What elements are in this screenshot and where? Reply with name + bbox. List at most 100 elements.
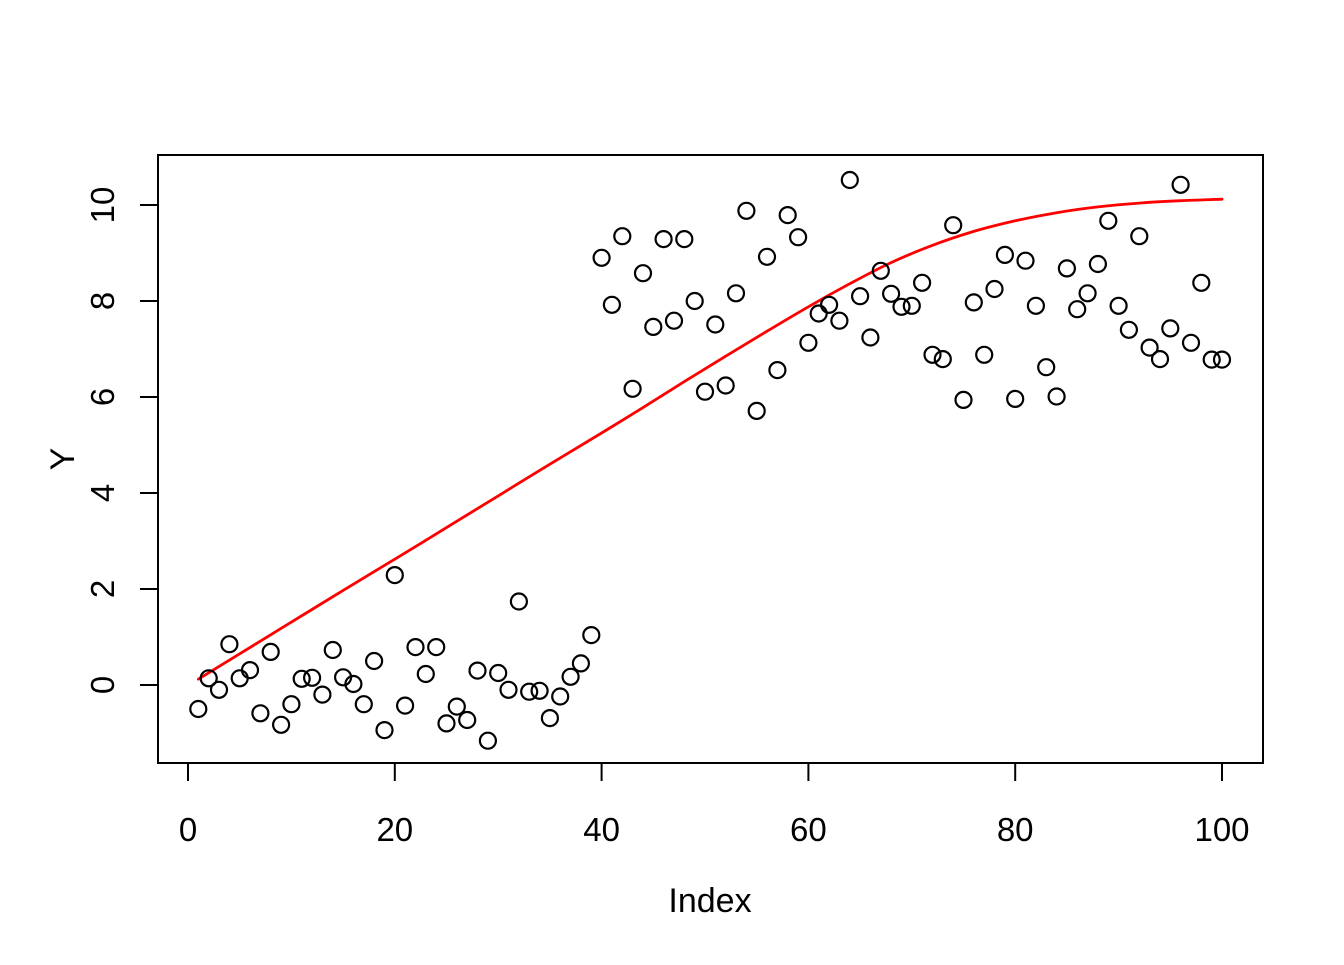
plot-box-border [157,154,1264,764]
scatter-points-layer [189,170,1232,750]
data-point [633,264,653,283]
x-tick-label: 0 [179,811,197,848]
data-point [726,284,746,303]
data-point [406,637,425,657]
data-point [892,297,911,316]
data-point [1068,300,1087,319]
data-point [375,720,394,740]
data-point [695,382,715,401]
y-tick-label: 0 [84,676,121,694]
data-point [1212,350,1232,369]
data-point [551,687,570,706]
data-point [985,279,1004,299]
data-point [912,273,932,292]
data-point [944,216,963,235]
data-point [1006,389,1025,408]
data-point [1130,227,1149,246]
data-point [1192,273,1211,292]
data-point [1109,296,1128,315]
y-tick-label: 4 [84,484,121,502]
data-point [592,248,611,267]
data-point [1088,254,1108,274]
data-point [613,227,632,246]
data-point [1078,284,1097,303]
data-point [830,311,849,330]
data-point [478,731,497,750]
data-point [964,293,983,312]
data-point [427,637,446,657]
x-tick-label: 100 [1194,811,1249,848]
data-point [416,664,435,684]
data-point [344,674,363,694]
data-point [282,695,301,714]
data-point [251,704,270,723]
data-point [881,284,901,303]
data-point [1202,350,1221,369]
data-point [954,390,973,409]
data-point [995,245,1015,264]
data-point [189,699,208,719]
data-point [923,345,942,364]
data-point [571,654,591,673]
data-point [1181,333,1201,352]
data-point [706,315,725,334]
x-tick-label: 20 [376,811,413,848]
x-tick-label: 80 [997,811,1034,848]
data-point [664,311,684,330]
x-axis: 0 20 40 60 80 100 [179,763,1250,848]
data-point [975,345,994,364]
data-point [1099,211,1118,230]
data-point [540,708,560,728]
data-point [768,361,787,380]
data-point [602,295,622,314]
data-point [778,206,797,225]
data-point [582,625,601,645]
y-tick-label: 2 [84,580,121,598]
data-point [654,230,673,249]
data-point [675,230,694,249]
data-point [737,201,756,220]
data-point [716,376,735,395]
data-point [396,696,415,715]
y-axis-title: Y [44,448,82,471]
data-point [799,333,818,352]
data-point [1119,320,1139,339]
data-point [1047,387,1066,406]
data-point [850,287,870,306]
data-point [757,247,777,266]
data-point [861,328,880,347]
data-point [933,350,952,369]
data-point [468,661,487,680]
data-point [902,296,921,315]
data-point [365,651,384,671]
data-point [220,635,239,654]
data-point [489,663,508,683]
data-point [209,680,229,699]
data-point [199,669,218,688]
data-point [509,592,529,611]
data-point [1161,319,1180,338]
data-point [819,295,839,314]
data-point [385,565,404,585]
data-point [261,642,280,662]
data-point [520,682,539,701]
y-axis: 0 2 4 6 8 10 [84,187,158,694]
fitted-curve [196,197,1224,681]
x-axis-title: Index [668,882,751,920]
data-point [840,170,859,190]
data-point [1150,350,1170,369]
data-point [1016,251,1035,270]
data-point [623,379,642,398]
data-point [1057,259,1077,278]
data-point [458,710,477,730]
data-point [354,695,373,714]
y-tick-label: 8 [84,292,121,310]
data-point [1026,296,1046,315]
data-point [644,317,663,336]
y-tick-label: 10 [84,187,121,224]
data-point [323,640,342,660]
x-tick-label: 40 [583,811,620,848]
